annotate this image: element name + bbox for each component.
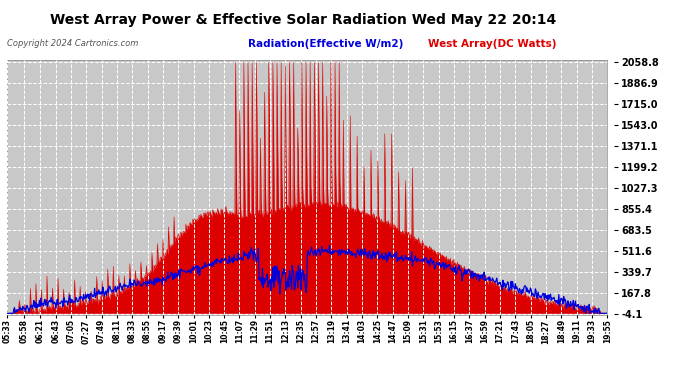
Text: West Array Power & Effective Solar Radiation Wed May 22 20:14: West Array Power & Effective Solar Radia… [50,13,557,27]
Text: Copyright 2024 Cartronics.com: Copyright 2024 Cartronics.com [7,39,138,48]
Text: Radiation(Effective W/m2): Radiation(Effective W/m2) [248,39,404,50]
Text: West Array(DC Watts): West Array(DC Watts) [428,39,556,50]
